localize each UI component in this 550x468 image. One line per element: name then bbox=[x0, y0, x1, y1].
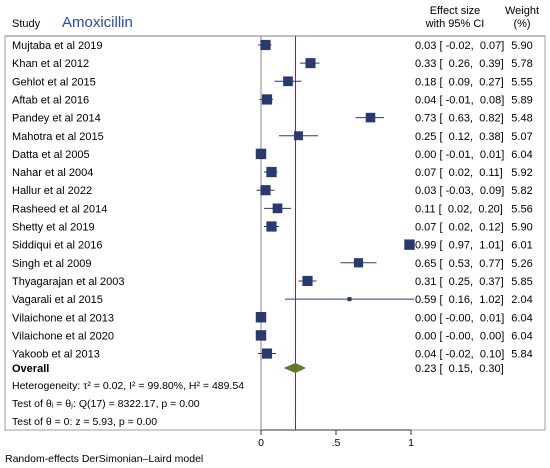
study-weight-box bbox=[261, 348, 273, 359]
study-label: Pandey et al 2014 bbox=[12, 113, 101, 125]
study-ci-text: 0.73 [ 0.63, 0.82] bbox=[415, 113, 504, 125]
study-label: Mujtaba et al 2019 bbox=[12, 40, 103, 52]
study-ci-text: 0.31 [ 0.25, 0.37] bbox=[415, 276, 504, 288]
study-label: Vagarali et al 2015 bbox=[12, 294, 103, 306]
study-weight-text: 2.04 bbox=[511, 294, 532, 306]
study-label: Vilaichone et al 2013 bbox=[12, 312, 114, 324]
study-label: Yakoob et al 2013 bbox=[12, 349, 100, 361]
study-weight-text: 6.01 bbox=[511, 240, 532, 252]
x-axis: 0.5 1 bbox=[258, 429, 414, 449]
study-weight-text: 5.48 bbox=[511, 113, 532, 125]
study-label: Hallur et al 2022 bbox=[12, 185, 92, 197]
study-weight-text: 5.92 bbox=[511, 167, 532, 179]
study-ci-text: 0.25 [ 0.12, 0.38] bbox=[415, 131, 504, 143]
study-ci-text: 0.11 [ 0.02, 0.20] bbox=[415, 203, 503, 215]
weight-header-line1: Weight bbox=[505, 5, 539, 17]
heterogeneity-text: Heterogeneity: τ² = 0.02, I² = 99.80%, H… bbox=[12, 380, 244, 392]
study-weight-box bbox=[353, 258, 364, 268]
study-rows: Mujtaba et al 2019 0.03 [ -0.02, 0.07] 5.9… bbox=[12, 39, 533, 361]
study-weight-text: 5.56 bbox=[511, 203, 532, 215]
study-label: Mahotra et al 2015 bbox=[12, 131, 104, 143]
study-weight-box bbox=[347, 297, 352, 302]
study-column-header: Study bbox=[12, 18, 41, 30]
study-weight-text: 6.04 bbox=[511, 330, 532, 342]
study-label: Datta et al 2005 bbox=[12, 149, 90, 161]
x-tick-label: .5 bbox=[332, 437, 341, 449]
study-ci-text: 0.33 [ 0.26, 0.39] bbox=[415, 58, 504, 70]
overall-ci-text: 0.23 [ 0.15, 0.30] bbox=[415, 363, 504, 375]
study-weight-box bbox=[266, 221, 277, 232]
study-ci-text: 0.03 [ -0.03, 0.09] bbox=[415, 185, 504, 197]
study-ci-text: 0.04 [ -0.02, 0.10] bbox=[415, 349, 504, 361]
study-ci-text: 0.65 [ 0.53, 0.77] bbox=[415, 258, 504, 270]
overall-diamond bbox=[283, 363, 306, 373]
study-weight-text: 5.55 bbox=[511, 76, 532, 88]
study-weight-box bbox=[365, 112, 376, 123]
model-note: Random-effects DerSimonian–Laird model bbox=[5, 453, 203, 465]
drug-title: Amoxicillin bbox=[62, 14, 133, 31]
study-ci-text: 0.00 [ -0.00, 0.01] bbox=[415, 312, 504, 324]
study-weight-box bbox=[261, 94, 273, 105]
x-tick-label: 1 bbox=[408, 437, 414, 449]
study-weight-box bbox=[283, 76, 293, 87]
study-label: Singh et al 2009 bbox=[12, 258, 92, 270]
study-weight-text: 6.04 bbox=[511, 149, 532, 161]
study-label: Rasheed et al 2014 bbox=[12, 203, 107, 215]
study-ci-text: 0.00 [ -0.01, 0.01] bbox=[415, 149, 504, 161]
overall-label: Overall bbox=[12, 363, 49, 375]
study-weight-box bbox=[272, 203, 283, 214]
study-label: Aftab et al 2016 bbox=[12, 94, 89, 106]
study-weight-text: 5.89 bbox=[511, 94, 532, 106]
study-label: Vilaichone et al 2020 bbox=[12, 330, 114, 342]
study-label: Khan et al 2012 bbox=[12, 58, 89, 70]
effect-size-header-line1: Effect size bbox=[430, 5, 481, 17]
study-weight-text: 5.82 bbox=[511, 185, 532, 197]
study-weight-box bbox=[302, 275, 313, 287]
study-weight-box bbox=[305, 58, 316, 69]
study-weight-text: 5.78 bbox=[511, 58, 532, 70]
study-weight-box bbox=[260, 39, 271, 51]
study-ci-text: 0.18 [ 0.09, 0.27] bbox=[415, 76, 504, 88]
study-ci-text: 0.00 [ -0.00, 0.00] bbox=[415, 330, 504, 342]
study-label: Thyagarajan et al 2003 bbox=[12, 276, 125, 288]
study-label: Nahar et al 2004 bbox=[12, 167, 93, 179]
study-weight-text: 5.90 bbox=[511, 222, 532, 234]
test-theta-i-text: Test of θᵢ = θⱼ: Q(17) = 8322.17, p = 0.… bbox=[12, 398, 200, 410]
study-ci-text: 0.59 [ 0.16, 1.02] bbox=[415, 294, 504, 306]
study-ci-text: 0.99 [ 0.97, 1.01] bbox=[415, 240, 504, 252]
study-weight-box bbox=[255, 148, 267, 160]
study-weight-text: 5.90 bbox=[511, 40, 532, 52]
study-weight-box bbox=[294, 131, 303, 141]
study-weight-text: 5.84 bbox=[511, 349, 532, 361]
study-weight-text: 5.26 bbox=[511, 258, 532, 270]
study-weight-text: 5.85 bbox=[511, 276, 532, 288]
weight-header-line2: (%) bbox=[513, 18, 530, 30]
study-label: Shetty et al 2019 bbox=[12, 222, 95, 234]
x-tick-label: 0 bbox=[258, 437, 264, 449]
study-ci-text: 0.03 [ -0.02, 0.07] bbox=[415, 40, 504, 52]
study-weight-text: 5.07 bbox=[511, 131, 532, 143]
study-weight-box bbox=[266, 166, 277, 178]
study-ci-text: 0.07 [ 0.02, 0.12] bbox=[415, 222, 504, 234]
study-weight-text: 6.04 bbox=[511, 312, 532, 324]
study-label: Siddiqui et al 2016 bbox=[12, 240, 103, 252]
study-weight-box bbox=[260, 185, 271, 196]
study-weight-box bbox=[404, 239, 415, 250]
test-theta-text: Test of θ = 0: z = 5.93, p = 0.00 bbox=[12, 416, 157, 428]
study-label: Gehlot et al 2015 bbox=[12, 76, 96, 88]
study-weight-box bbox=[255, 312, 267, 323]
study-ci-text: 0.07 [ 0.02, 0.11] bbox=[415, 167, 503, 179]
study-weight-box bbox=[255, 330, 267, 341]
effect-size-header-line2: with 95% CI bbox=[425, 18, 485, 30]
study-ci-text: 0.04 [ -0.01, 0.08] bbox=[415, 94, 504, 106]
